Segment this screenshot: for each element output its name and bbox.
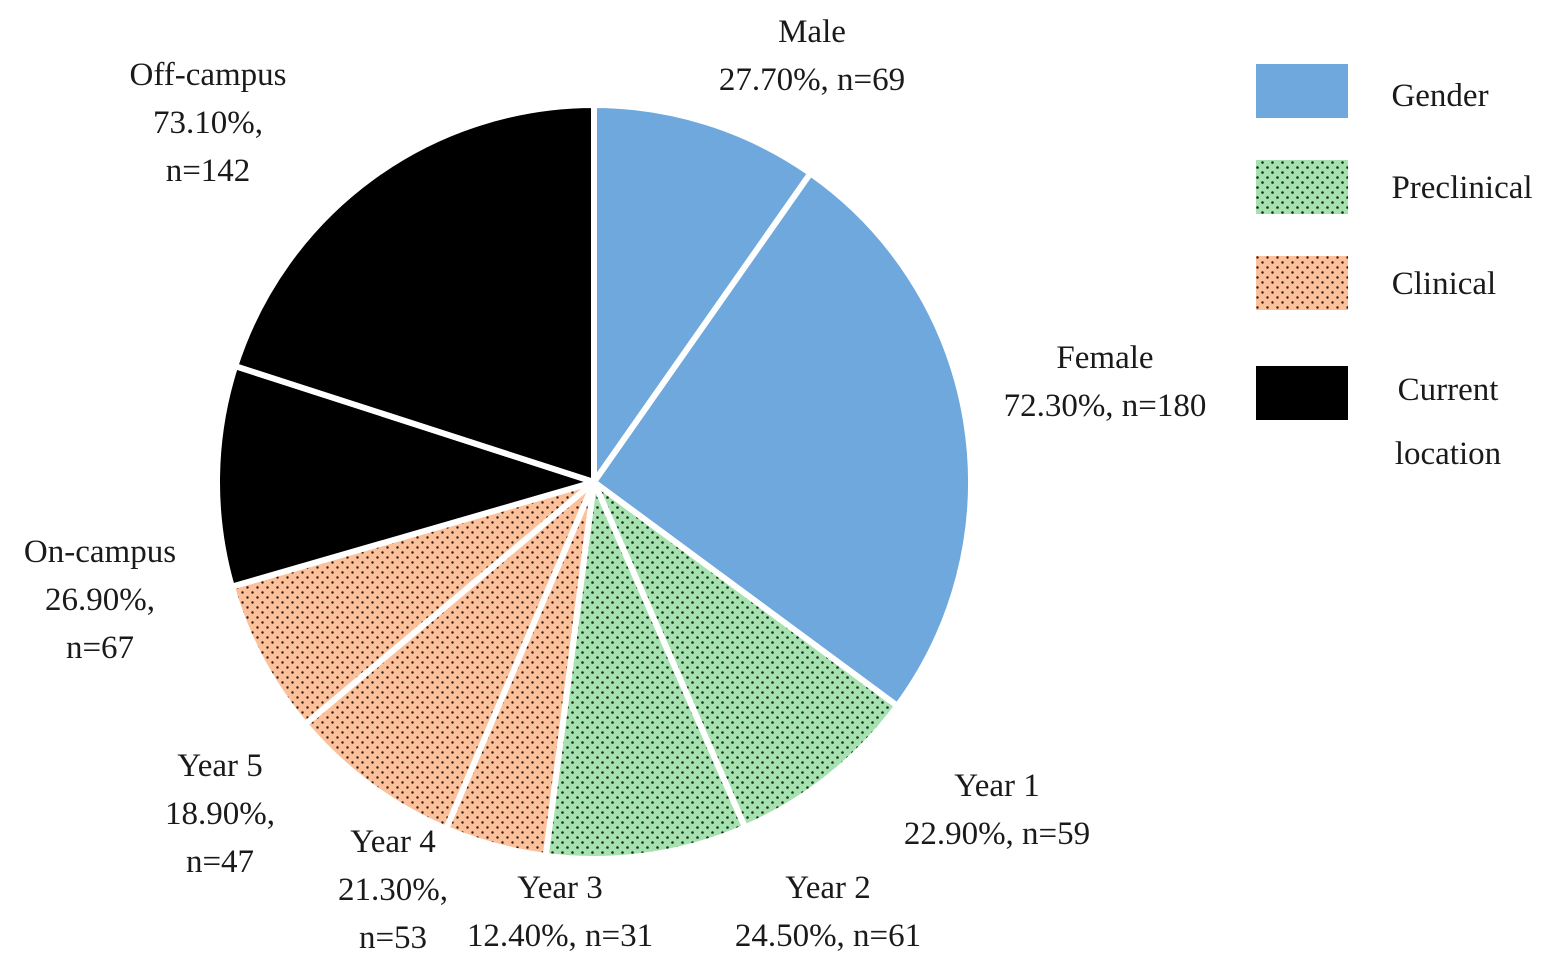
legend-label-gender: Gender bbox=[1391, 78, 1488, 114]
slice-label-off-campus: Off-campus 73.10%, n=142 bbox=[129, 57, 286, 189]
slice-label-female: Female 72.30%, n=180 bbox=[1004, 340, 1207, 424]
slice-labels: Male 27.70%, n=69 Female 72.30%, n=180 Year … bbox=[24, 14, 1207, 956]
pie-slice-male bbox=[591, 102, 814, 485]
legend-swatch-gender bbox=[1256, 64, 1348, 118]
legend-item-clinical: Clinical bbox=[1256, 256, 1496, 310]
legend-swatch-clinical bbox=[1256, 256, 1348, 310]
pie-slice-year-4 bbox=[302, 479, 597, 832]
pie-slice-year-2 bbox=[542, 479, 748, 862]
legend: Gender Preclinical Clinical Current location bbox=[1256, 64, 1533, 472]
slice-label-year-3: Year 3 12.40%, n=31 bbox=[467, 870, 653, 954]
pie-slice-female bbox=[591, 170, 974, 709]
pie-slice-year-5 bbox=[228, 479, 597, 728]
legend-label-clinical: Clinical bbox=[1392, 266, 1496, 302]
legend-item-preclinical: Preclinical bbox=[1256, 160, 1533, 214]
slice-label-male: Male 27.70%, n=69 bbox=[719, 14, 905, 98]
slice-label-year-1: Year 1 22.90%, n=59 bbox=[904, 768, 1090, 852]
legend-swatch-preclinical bbox=[1256, 160, 1348, 214]
pie-slice-off-campus bbox=[232, 102, 597, 485]
pie-slices bbox=[214, 102, 974, 862]
pie-slice-year-1 bbox=[591, 479, 901, 831]
slice-label-year-4: Year 4 21.30%, n=53 bbox=[338, 824, 448, 956]
slice-label-year-2: Year 2 24.50%, n=61 bbox=[735, 870, 921, 954]
legend-item-current-location: Current location bbox=[1256, 366, 1501, 472]
legend-label-preclinical: Preclinical bbox=[1391, 170, 1532, 206]
slice-label-year-5: Year 5 18.90%, n=47 bbox=[165, 748, 275, 880]
slice-label-on-campus: On-campus 26.90%, n=67 bbox=[24, 534, 176, 666]
legend-item-gender: Gender bbox=[1256, 64, 1489, 118]
legend-swatch-current-location bbox=[1256, 366, 1348, 420]
legend-label-current-location: Current location bbox=[1395, 372, 1501, 472]
pie-slice-on-campus bbox=[214, 363, 597, 590]
